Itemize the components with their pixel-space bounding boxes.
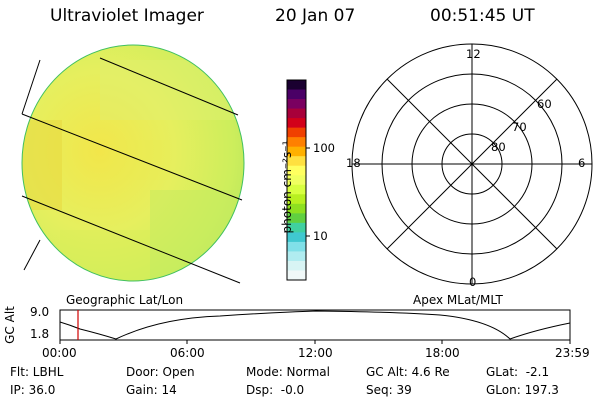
colorbar-frame — [286, 79, 307, 281]
altitude-ytick-high: 9.0 — [30, 305, 50, 319]
footer-gc-alt: GC Alt: 4.6 Re — [366, 365, 450, 379]
mlt-label-6: 6 — [578, 156, 586, 170]
altitude-curve — [59, 310, 571, 340]
colorbar-band — [287, 232, 306, 243]
lat-label-80: 80 — [491, 140, 506, 154]
altitude-xtick-4: 23:59 — [555, 346, 590, 360]
mlt-label-12: 12 — [466, 47, 481, 61]
disk-limb — [21, 44, 245, 282]
mlt-label-0: 0 — [469, 275, 477, 289]
footer-ip: IP: 36.0 — [10, 383, 56, 397]
colorbar-band — [287, 213, 306, 224]
colorbar-band — [287, 251, 306, 262]
colorbar-label-100: 100 — [313, 141, 335, 155]
colorbar-band — [287, 108, 306, 119]
colorbar-band — [287, 146, 306, 157]
right-panel-caption: Apex MLat/MLT — [413, 293, 503, 307]
colorbar-label-10: 10 — [313, 229, 328, 243]
footer-gain: Gain: 14 — [126, 383, 177, 397]
footer-mode: Mode: Normal — [246, 365, 330, 379]
footer-flt: Flt: LBHL — [10, 365, 64, 379]
lat-label-60: 60 — [537, 97, 552, 111]
colorbar-band — [287, 270, 306, 281]
footer-seq: Seq: 39 — [366, 383, 412, 397]
time-label: 00:51:45 UT — [430, 6, 535, 26]
altitude-xtick-0: 00:00 — [42, 346, 77, 360]
colorbar-band — [287, 241, 306, 252]
colorbar-band — [287, 156, 306, 167]
altitude-plot — [59, 309, 571, 344]
colorbar — [287, 80, 306, 281]
instrument-title: Ultraviolet Imager — [50, 6, 204, 26]
lat-line-2 — [99, 57, 239, 116]
footer-door: Door: Open — [126, 365, 195, 379]
footer-glat: GLat: -2.1 — [486, 365, 550, 379]
colorbar-band — [287, 175, 306, 186]
colorbar-unit-label: photon cm⁻²s⁻¹ — [280, 140, 294, 234]
altitude-xtick-3: 18:00 — [425, 346, 460, 360]
uv-image — [21, 44, 245, 284]
altitude-xtick-2: 12:00 — [298, 346, 333, 360]
colorbar-band — [287, 118, 306, 129]
colorbar-band — [287, 89, 306, 100]
left-panel-caption: Geographic Lat/Lon — [66, 293, 184, 307]
colorbar-band — [287, 194, 306, 205]
footer-glon: GLon: 197.3 — [486, 383, 559, 397]
colorbar-band — [287, 137, 306, 148]
polar-diagonal-2 — [386, 78, 558, 250]
lat-label-70: 70 — [512, 120, 527, 134]
mlt-label-18: 18 — [346, 156, 361, 170]
lat-line-1 — [21, 113, 243, 201]
colorbar-band — [287, 222, 306, 233]
altitude-xtick-1: 06:00 — [170, 346, 205, 360]
date-label: 20 Jan 07 — [275, 6, 356, 26]
altitude-ytick-low: 1.8 — [30, 327, 50, 341]
lon-line-2 — [23, 239, 41, 271]
colorbar-band — [287, 80, 306, 91]
colorbar-band — [287, 203, 306, 214]
colorbar-band — [287, 260, 306, 271]
polar-plot — [351, 43, 593, 285]
lon-line-1 — [21, 59, 41, 115]
altitude-ylabel: GC Alt — [2, 306, 17, 344]
footer-dsp: Dsp: -0.0 — [246, 383, 305, 397]
lat-line-3 — [21, 195, 241, 284]
altitude-frame — [59, 309, 571, 341]
colorbar-band — [287, 184, 306, 195]
colorbar-band — [287, 165, 306, 176]
colorbar-band — [287, 99, 306, 110]
colorbar-band — [287, 127, 306, 138]
